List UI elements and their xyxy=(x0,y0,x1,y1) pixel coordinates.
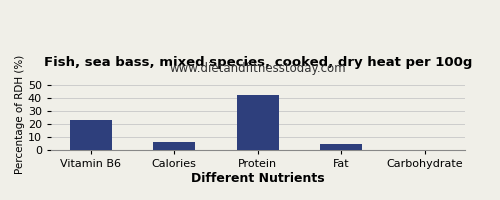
Text: Fish, sea bass, mixed species, cooked, dry heat per 100g: Fish, sea bass, mixed species, cooked, d… xyxy=(44,56,472,69)
Bar xyxy=(154,142,195,150)
Y-axis label: Percentage of RDH (%): Percentage of RDH (%) xyxy=(15,54,25,174)
Bar xyxy=(237,95,279,150)
X-axis label: Different Nutrients: Different Nutrients xyxy=(191,172,324,185)
Bar xyxy=(70,120,112,150)
Bar xyxy=(320,144,362,150)
Text: www.dietandfitnesstoday.com: www.dietandfitnesstoday.com xyxy=(170,62,346,75)
